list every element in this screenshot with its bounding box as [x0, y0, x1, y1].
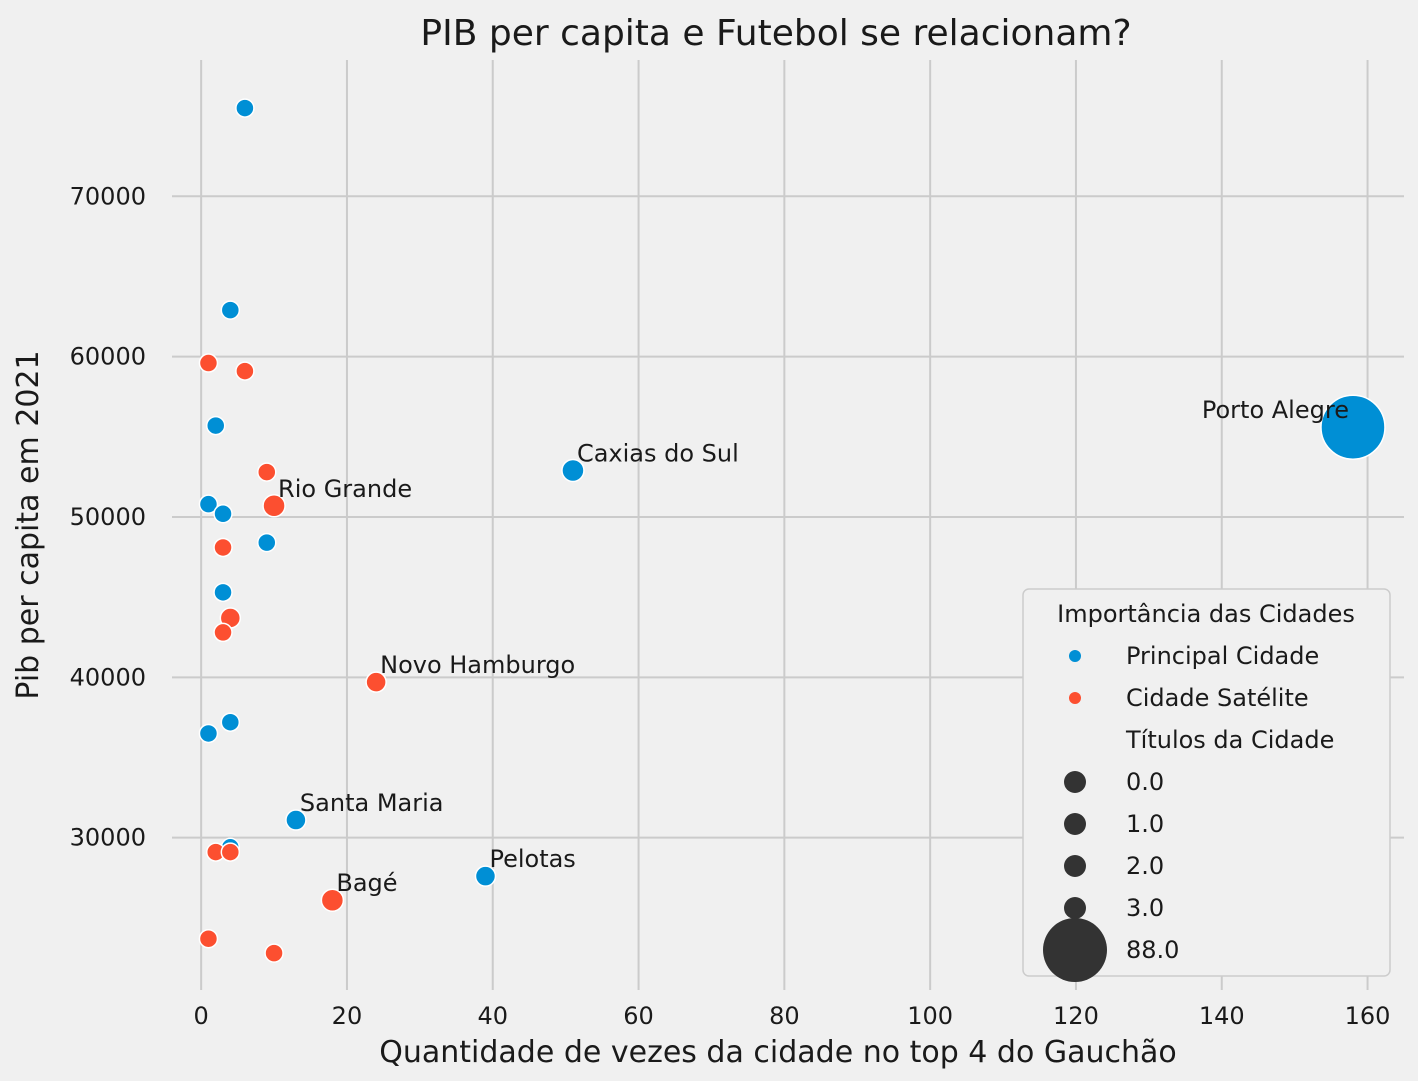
- scatter-point: [262, 494, 286, 518]
- y-axis-label: Pib per capita em 2021: [11, 350, 46, 699]
- x-tick-label: 100: [907, 1002, 953, 1030]
- x-tick-label: 60: [623, 1002, 654, 1030]
- scatter-point: [1320, 394, 1386, 460]
- scatter-point: [320, 888, 345, 912]
- legend-title: Importância das Cidades: [1057, 600, 1355, 628]
- legend-marker-satelite: [1069, 692, 1081, 704]
- scatter-point: [220, 842, 241, 862]
- y-tick-label: 40000: [70, 663, 146, 691]
- scatter-point: [561, 458, 585, 483]
- legend-size-label-0: 0.0: [1126, 768, 1164, 796]
- point-annotation: Porto Alegre: [1202, 396, 1349, 424]
- scatter-point: [264, 943, 284, 963]
- x-tick-label: 20: [332, 1002, 363, 1030]
- scatter-point: [474, 865, 497, 887]
- x-tick-label: 160: [1345, 1002, 1391, 1030]
- scatter-point: [213, 504, 233, 524]
- legend-size-label-2: 2.0: [1126, 852, 1164, 880]
- scatter-point: [213, 622, 233, 643]
- legend-size-marker-88: [1043, 918, 1107, 982]
- y-tick-label: 50000: [70, 503, 146, 531]
- y-tick-label: 70000: [70, 182, 146, 210]
- scatter-point: [198, 928, 219, 949]
- legend-label-satelite: Cidade Satélite: [1126, 684, 1309, 712]
- point-annotation: Santa Maria: [300, 789, 444, 817]
- legend-size-marker-3: [1064, 897, 1086, 919]
- scatter-point: [365, 671, 387, 693]
- legend-size-label-1: 1.0: [1126, 810, 1164, 838]
- legend-label-principal: Principal Cidade: [1126, 642, 1319, 670]
- scatter-point: [220, 712, 241, 732]
- legend-size-title: Títulos da Cidade: [1125, 726, 1334, 754]
- legend: Importância das Cidades Principal Cidade…: [1022, 588, 1391, 982]
- scatter-point: [198, 723, 219, 744]
- x-tick-label: 0: [194, 1002, 209, 1030]
- point-annotation: Bagé: [336, 869, 397, 897]
- scatter-point: [257, 532, 277, 553]
- scatter-point: [205, 415, 226, 436]
- scatter-point: [213, 537, 233, 558]
- scatter-point: [235, 98, 255, 118]
- chart-title: PIB per capita e Futebol se relacionam?: [420, 13, 1131, 54]
- scatter-point: [198, 353, 219, 373]
- scatter-point: [235, 361, 255, 381]
- point-annotations: Porto Alegre Caxias do Sul Pelotas Santa Ma…: [278, 396, 1349, 897]
- scatter-point: [220, 300, 241, 320]
- legend-size-marker-1: [1064, 813, 1086, 835]
- scatter-point: [213, 582, 233, 603]
- legend-size-marker-2: [1064, 855, 1086, 877]
- point-annotation: Caxias do Sul: [577, 439, 739, 467]
- x-tick-label: 120: [1053, 1002, 1099, 1030]
- legend-size-label-3: 3.0: [1126, 894, 1164, 922]
- legend-size-marker-0: [1064, 771, 1086, 793]
- y-tick-label: 60000: [70, 343, 146, 371]
- legend-size-label-88: 88.0: [1126, 936, 1179, 964]
- x-axis-label: Quantidade de vezes da cidade no top 4 d…: [379, 1035, 1177, 1070]
- point-annotation: Novo Hamburgo: [380, 651, 575, 679]
- y-tick-labels: 30000 40000 50000 60000 70000: [70, 182, 146, 851]
- y-tick-label: 30000: [70, 824, 146, 852]
- x-tick-labels: 0 20 40 60 80 100 120 140 160: [194, 1002, 1391, 1030]
- data-points: [198, 98, 1386, 963]
- legend-marker-principal: [1069, 650, 1081, 662]
- x-tick-label: 80: [769, 1002, 800, 1030]
- point-annotation: Rio Grande: [278, 475, 412, 503]
- point-annotation: Pelotas: [489, 845, 575, 873]
- x-tick-label: 140: [1199, 1002, 1245, 1030]
- scatter-point: [285, 809, 307, 831]
- x-tick-label: 40: [477, 1002, 508, 1030]
- scatter-point: [257, 462, 277, 482]
- legend-box: [1022, 588, 1391, 977]
- scatter-point: [198, 494, 219, 514]
